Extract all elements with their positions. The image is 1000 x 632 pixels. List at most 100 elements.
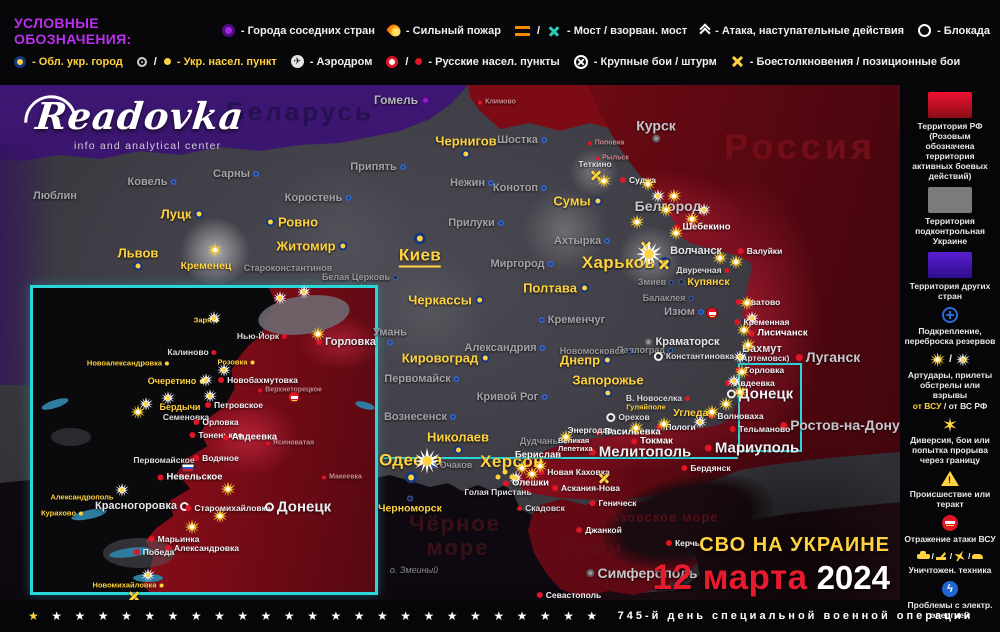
destroyed-bridge-icon: [547, 25, 561, 37]
inset-viewport-rectangle: [738, 363, 802, 452]
incident-icon: !: [941, 471, 959, 487]
legend-item-label: - Боестолкновения / позиционные бои: [749, 55, 961, 68]
destroyed-equipment-icon: / / /: [916, 550, 984, 562]
star-icon: ★: [121, 609, 132, 623]
star-icon: ★: [144, 609, 156, 623]
legend-destroyed-equipment: / / / Уничтожен. техника: [904, 550, 996, 575]
star-icon: ★: [423, 609, 435, 623]
star-icon: ★: [97, 609, 109, 623]
star-icon: ★: [493, 609, 505, 623]
inset-connector-line: [381, 457, 738, 459]
blockade-icon: [918, 24, 932, 37]
bridge-icon: [514, 25, 530, 36]
strike-vsu-icon: [930, 352, 946, 368]
legend-item: / - Укр. насел. пункт: [136, 55, 277, 68]
legend-sabotage: Диверсия, бои или попытка прорыва через …: [904, 417, 996, 465]
legend-item: - Блокада: [918, 24, 990, 37]
legend-reinforcement: Подкрепление, переброска резервов: [904, 307, 996, 346]
legend-territory-ua: Территория подконтрольная Украине: [904, 187, 996, 246]
inset-urban-patch: [51, 428, 91, 446]
legend-item-label: - Аэродром: [309, 55, 373, 68]
legend-item: - Крупные бои / штурм: [573, 54, 717, 69]
operation-title: СВО НА УКРАИНЕ: [699, 534, 890, 556]
ru-village-icon: [415, 58, 423, 65]
legend-item-label: - Обл. укр. город: [32, 55, 123, 68]
star-icon: ★: [237, 609, 249, 623]
footer-bar: ★ ★ ★ ★ ★ ★ ★ ★ ★ ★ ★ ★ ★ ★ ★ ★ ★ ★ ★ ★ ★ ★ ★ ★ ★ 745-й день спе…: [0, 600, 970, 632]
attack-icon: [699, 22, 711, 39]
territory-ua-swatch: [928, 187, 972, 214]
donetsk-inset-map[interactable]: [30, 285, 378, 595]
year-text: 2024: [816, 559, 890, 596]
star-icon: ★: [470, 609, 481, 623]
star-icon: ★: [539, 609, 551, 623]
legend-item: / - Мост / взорван. мост: [514, 25, 687, 37]
territory-rf-swatch: [928, 92, 972, 118]
legend-item-label: - Русские насел. пункты: [428, 55, 560, 68]
top-legend-bar: УСЛОВНЫЕ ОБОЗНАЧЕНИЯ: - Города соседних …: [0, 0, 1000, 85]
legend-item: - Сильный пожар: [385, 22, 501, 39]
strike-attribution: от ВСУ / от ВС РФ: [912, 401, 988, 412]
star-icon: ★: [330, 609, 342, 623]
legend-item-label: - Блокада: [937, 24, 990, 37]
readovka-logo: Readovka info and analytical center: [33, 94, 247, 152]
clashes-icon: [731, 55, 744, 68]
date-text: 12 марта: [652, 558, 808, 597]
big-battle-icon: [573, 54, 588, 69]
brand-tagline: info and analytical center: [74, 140, 222, 152]
legend-power-problems: ϟ Проблемы с электр. энергией: [907, 581, 993, 621]
operation-day-counter: 745-й день специальной военной операции: [617, 610, 974, 622]
power-problems-icon: ϟ: [942, 581, 958, 598]
brand-name: Readovka: [33, 94, 247, 138]
legend-item: ✈ - Аэродром: [290, 55, 373, 68]
inset-water: [40, 395, 70, 413]
legend-item: - Обл. укр. город: [14, 55, 123, 68]
aerodrome-icon: ✈: [290, 55, 304, 68]
reinforcement-icon: [942, 307, 958, 324]
legend-item: / - Русские насел. пункты: [386, 55, 560, 68]
fire-icon: [385, 22, 403, 39]
star-icon: ★: [446, 609, 458, 623]
ru-town-icon: [386, 55, 399, 68]
date-block: СВО НА УКРАИНЕ 12 марта 2024: [653, 534, 891, 598]
legend-item: - Боестолкновения / позиционные бои: [731, 55, 961, 68]
legend-artillery-strikes: / Артудары, прилеты обстрелы или взрывы …: [907, 352, 993, 412]
star-icon: ★: [51, 609, 63, 623]
inset-water: [133, 574, 163, 582]
star-icon: ★: [28, 609, 39, 623]
star-icon: ★: [190, 609, 202, 623]
inset-water: [70, 506, 108, 523]
legend-item-label: - Крупные бои / штурм: [593, 55, 717, 68]
ukr-town-icon: [136, 56, 147, 67]
legend-item-label: - Укр. насел. пункт: [176, 55, 277, 68]
star-icon: ★: [563, 609, 574, 623]
star-row: ★ ★ ★ ★ ★ ★ ★ ★ ★ ★ ★ ★ ★ ★ ★ ★ ★ ★ ★ ★ ★ ★ ★ ★ ★: [28, 607, 610, 625]
legend-repel-attack: Отражение атаки ВСУ: [904, 515, 996, 544]
star-icon: ★: [400, 609, 412, 623]
sidebar-legend: Территория РФ (Розовым обозначена террит…: [900, 85, 1000, 632]
star-icon: ★: [376, 609, 388, 623]
legend-item-label: - Атака, наступательные действия: [715, 24, 905, 37]
star-icon: ★: [260, 609, 272, 623]
star-icon: ★: [307, 609, 318, 623]
legend-item: - Атака, наступательные действия: [699, 22, 905, 39]
legend-item: - Города соседних стран: [221, 24, 375, 37]
legend-title: УСЛОВНЫЕ ОБОЗНАЧЕНИЯ:: [14, 14, 132, 47]
star-icon: ★: [586, 609, 598, 623]
oblast-city-icon: [14, 55, 26, 68]
legend-territory-rf: Территория РФ (Розовым обозначена террит…: [904, 92, 996, 181]
neighbor-city-icon: [221, 24, 235, 37]
star-icon: ★: [214, 609, 225, 623]
star-icon: ★: [167, 609, 179, 623]
legend-item-label: - Города соседних стран: [240, 24, 375, 37]
star-icon: ★: [353, 609, 365, 623]
legend-item-label: - Сильный пожар: [405, 24, 501, 37]
ukr-village-icon: [163, 58, 171, 65]
legend-territory-other: Территория других стран: [904, 252, 996, 301]
strike-rf-icon: [955, 352, 970, 367]
star-icon: ★: [74, 609, 86, 623]
star-icon: ★: [283, 609, 295, 623]
star-icon: ★: [516, 609, 528, 623]
legend-incident: ! Происшествие или теракт: [904, 471, 996, 509]
